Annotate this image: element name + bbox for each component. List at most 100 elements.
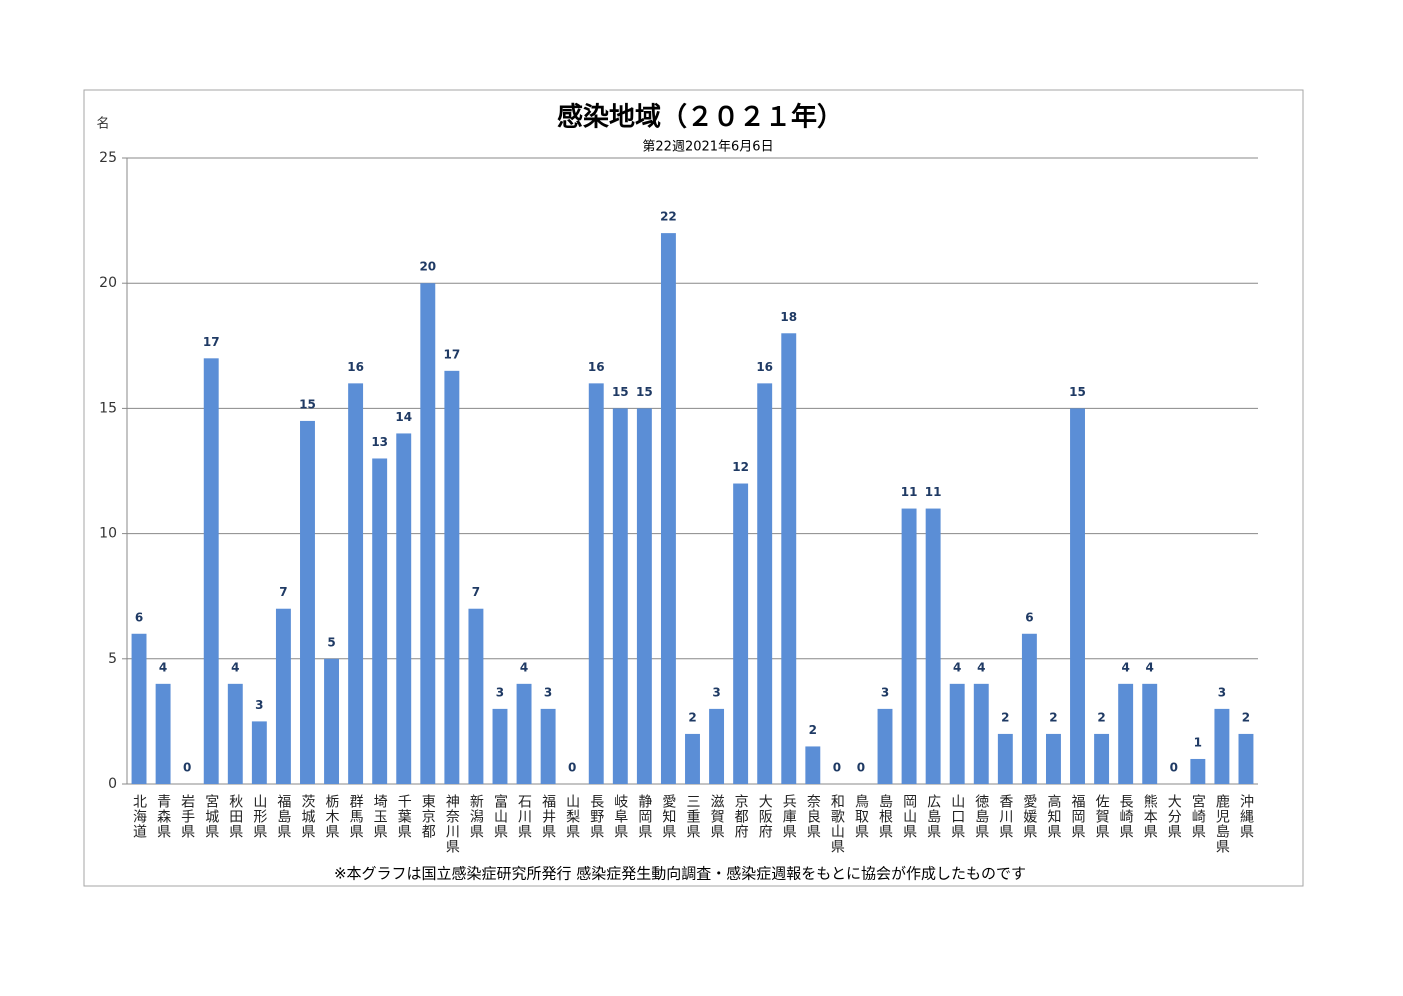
- data-label: 11: [901, 485, 918, 499]
- data-label: 4: [977, 660, 985, 674]
- x-tick-label: 和歌山県: [829, 794, 845, 854]
- x-tick-label: 山形県: [251, 794, 267, 839]
- y-tick-label: 10: [99, 526, 117, 542]
- bar: [324, 658, 340, 784]
- data-label: 2: [688, 710, 696, 724]
- bar: [612, 408, 628, 784]
- x-tick-label: 大阪府: [757, 794, 773, 839]
- data-label: 12: [732, 460, 749, 474]
- bar: [1094, 733, 1110, 784]
- data-label: 5: [327, 635, 335, 649]
- data-label: 16: [347, 360, 364, 374]
- x-tick-label: 徳島県: [973, 794, 989, 839]
- data-label: 2: [1001, 710, 1009, 724]
- x-tick-label: 秋田県: [227, 794, 243, 839]
- x-tick-label: 高知県: [1045, 793, 1061, 839]
- bar: [1142, 683, 1158, 784]
- bar: [275, 608, 291, 784]
- x-tick-label: 岩手県: [179, 794, 195, 839]
- x-tick-label: 埼玉県: [372, 794, 388, 839]
- data-label: 3: [881, 685, 889, 699]
- x-tick-label: 北海道: [131, 794, 147, 839]
- bar: [805, 746, 821, 784]
- bar: [227, 683, 243, 784]
- data-label: 4: [520, 660, 528, 674]
- data-label: 2: [809, 723, 817, 737]
- x-tick-label: 愛知県: [660, 794, 676, 839]
- y-axis-label: 名: [96, 116, 109, 132]
- bar: [901, 508, 917, 784]
- x-tick-label: 島根県: [877, 794, 893, 839]
- data-label: 3: [1218, 685, 1226, 699]
- data-label: 4: [953, 660, 961, 674]
- data-label: 0: [857, 761, 865, 775]
- x-tick-label: 福岡県: [1070, 794, 1086, 839]
- y-tick-label: 5: [108, 651, 117, 667]
- bar: [492, 708, 508, 784]
- x-tick-label: 大分県: [1166, 794, 1182, 839]
- bar: [251, 721, 267, 784]
- x-tick-label: 滋賀県: [709, 794, 725, 839]
- bar: [300, 420, 315, 784]
- data-label: 17: [444, 347, 461, 361]
- x-tick-label: 愛媛県: [1021, 794, 1037, 839]
- x-tick-label: 宮城県: [203, 794, 219, 839]
- y-tick-label: 25: [99, 150, 117, 166]
- data-label: 2: [1049, 710, 1057, 724]
- y-tick-label: 0: [108, 776, 117, 792]
- data-label: 16: [588, 360, 605, 374]
- bar: [685, 733, 700, 784]
- x-tick-label: 奈良県: [805, 794, 821, 839]
- bar: [372, 458, 388, 784]
- data-label: 15: [1069, 385, 1086, 399]
- x-tick-label: 宮崎県: [1190, 794, 1206, 839]
- data-label: 0: [1170, 761, 1178, 775]
- x-tick-label: 香川県: [997, 794, 1013, 839]
- x-tick-label: 千葉県: [396, 794, 412, 839]
- data-label: 22: [660, 210, 677, 224]
- bar: [1070, 408, 1085, 784]
- bar: [203, 358, 219, 784]
- bar: [444, 370, 460, 784]
- x-tick-label: 沖縄県: [1238, 794, 1254, 839]
- x-tick-label: 富山県: [492, 793, 508, 839]
- data-label: 17: [203, 335, 220, 349]
- x-tick-label: 栃木県: [324, 794, 340, 839]
- bar: [1021, 633, 1037, 784]
- data-label: 16: [756, 360, 773, 374]
- bar: [540, 708, 556, 784]
- bar: [1045, 733, 1061, 784]
- data-label: 4: [1146, 660, 1154, 674]
- chart-subtitle: 第22週2021年6月6日: [642, 140, 773, 155]
- data-label: 0: [833, 761, 841, 775]
- x-tick-label: 石川県: [516, 794, 532, 839]
- x-tick-label: 長崎県: [1118, 794, 1134, 839]
- data-label: 1: [1194, 735, 1202, 749]
- bar: [925, 508, 941, 784]
- bar: [1238, 733, 1254, 784]
- data-label: 4: [231, 660, 239, 674]
- bar: [757, 383, 773, 784]
- x-tick-label: 京都府: [733, 794, 749, 839]
- chart-title: 感染地域（２０２１年）: [557, 102, 843, 133]
- bar: [155, 683, 171, 784]
- data-label: 7: [472, 585, 480, 599]
- x-tick-label: 鹿児島県: [1214, 793, 1230, 854]
- data-label: 4: [1121, 660, 1129, 674]
- data-label: 15: [636, 385, 653, 399]
- data-label: 15: [612, 385, 629, 399]
- data-label: 3: [712, 685, 720, 699]
- data-label: 15: [299, 397, 316, 411]
- x-tick-label: 三重県: [685, 794, 701, 839]
- bar: [709, 708, 725, 784]
- x-tick-label: 岡山県: [901, 794, 917, 839]
- y-tick-label: 15: [99, 400, 117, 416]
- x-tick-label: 神奈川県: [444, 794, 460, 854]
- data-label: 7: [279, 585, 287, 599]
- bar: [1118, 683, 1134, 784]
- data-label: 0: [568, 761, 576, 775]
- bar: [348, 383, 364, 784]
- data-label: 11: [925, 485, 942, 499]
- data-label: 0: [183, 761, 191, 775]
